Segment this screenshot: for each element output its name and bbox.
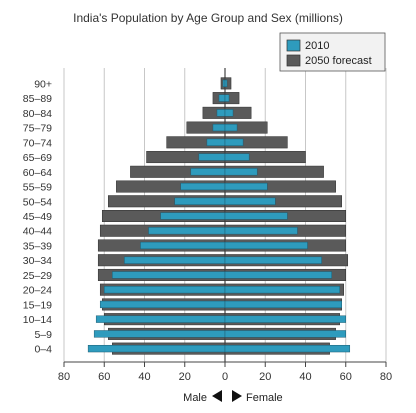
age-label: 75–79	[23, 123, 52, 135]
legend-swatch-2010	[286, 39, 301, 52]
chart-title: India's Population by Age Group and Sex …	[73, 11, 343, 25]
bar-2010-male	[198, 153, 226, 161]
bar-2010-female	[224, 153, 250, 161]
direction-indicator: Male Female	[183, 390, 283, 404]
bar-2010-male	[212, 123, 226, 132]
age-label: 65–69	[23, 152, 52, 164]
age-label: 20–24	[23, 285, 52, 297]
male-label: Male	[183, 392, 207, 404]
bar-2010-male	[160, 212, 226, 220]
bar-2010-male	[222, 79, 226, 88]
legend-label-2050: 2050 forecast	[305, 55, 372, 67]
legend-label-2010: 2010	[305, 40, 329, 52]
age-label: 5–9	[34, 329, 52, 341]
age-label: 60–64	[23, 167, 52, 179]
bar-2010-female	[224, 94, 230, 102]
bar-2010-female	[224, 271, 332, 279]
bar-2010-male	[95, 315, 226, 323]
x-tick-label: 0	[222, 371, 228, 383]
age-label: 40–44	[23, 226, 52, 238]
x-tick-label: 20	[179, 371, 191, 383]
age-label: 80–84	[23, 108, 52, 120]
age-label: 50–54	[23, 196, 52, 208]
x-tick-label: 40	[138, 371, 150, 383]
legend: 2010 2050 forecast	[279, 32, 386, 72]
bar-2010-female	[224, 197, 276, 205]
bar-2010-male	[93, 330, 226, 338]
bar-2010-female	[224, 212, 288, 220]
bar-2010-male	[190, 168, 226, 176]
bar-2010-male	[140, 241, 226, 250]
age-label: 15–19	[23, 299, 52, 311]
age-label: 55–59	[23, 182, 52, 194]
age-label: 30–34	[23, 255, 52, 267]
bar-2010-female	[224, 344, 351, 353]
bar-2010-female	[224, 330, 346, 338]
bar-2010-male	[174, 197, 226, 205]
bar-2010-male	[112, 271, 226, 279]
age-label: 45–49	[23, 211, 52, 223]
x-tick-label: 60	[98, 371, 110, 383]
age-label: 35–39	[23, 240, 52, 252]
bar-2010-female	[224, 109, 234, 117]
bar-2010-male	[124, 256, 226, 264]
age-group-labels: 90+ 85–89 80–84 75–79 70–74 65–69 60–64 55–59 50…	[23, 78, 52, 355]
bar-2010-male	[104, 286, 226, 294]
x-tick-label: 80	[380, 371, 392, 383]
x-tick-label: 40	[299, 371, 311, 383]
bar-2010-male	[148, 227, 226, 235]
bar-2010-female	[224, 79, 228, 88]
bar-2010-female	[224, 182, 268, 191]
bar-2010-female	[224, 300, 342, 309]
age-label: 25–29	[23, 270, 52, 282]
legend-swatch-2050	[286, 54, 301, 67]
age-label: 0–4	[34, 344, 52, 356]
age-label: 85–89	[23, 93, 52, 105]
bar-2010-female	[224, 315, 346, 323]
bar-2010-male	[216, 109, 226, 117]
series-2010	[87, 79, 351, 353]
bar-2010-female	[224, 227, 298, 235]
bar-2010-female	[224, 123, 238, 132]
bar-2010-male	[87, 344, 226, 353]
bar-2010-male	[218, 94, 226, 102]
age-label: 90+	[34, 78, 52, 90]
arrow-left-icon	[212, 390, 222, 402]
x-axis-ticks: 80 60 40 20 0 20 40 60 80	[58, 362, 392, 383]
bar-2010-female	[224, 168, 258, 176]
bar-2010-male	[180, 182, 226, 191]
age-label: 70–74	[23, 137, 52, 149]
bar-2010-male	[99, 300, 226, 309]
bar-2010-female	[224, 138, 244, 146]
x-tick-label: 80	[58, 371, 70, 383]
bar-2010-female	[224, 286, 340, 294]
arrow-right-icon	[232, 390, 242, 402]
x-tick-label: 60	[340, 371, 352, 383]
female-label: Female	[246, 392, 283, 404]
bar-2010-female	[224, 256, 322, 264]
age-label: 10–14	[23, 314, 52, 326]
bar-2010-male	[206, 138, 226, 146]
x-tick-label: 20	[259, 371, 271, 383]
bar-2010-female	[224, 241, 308, 250]
